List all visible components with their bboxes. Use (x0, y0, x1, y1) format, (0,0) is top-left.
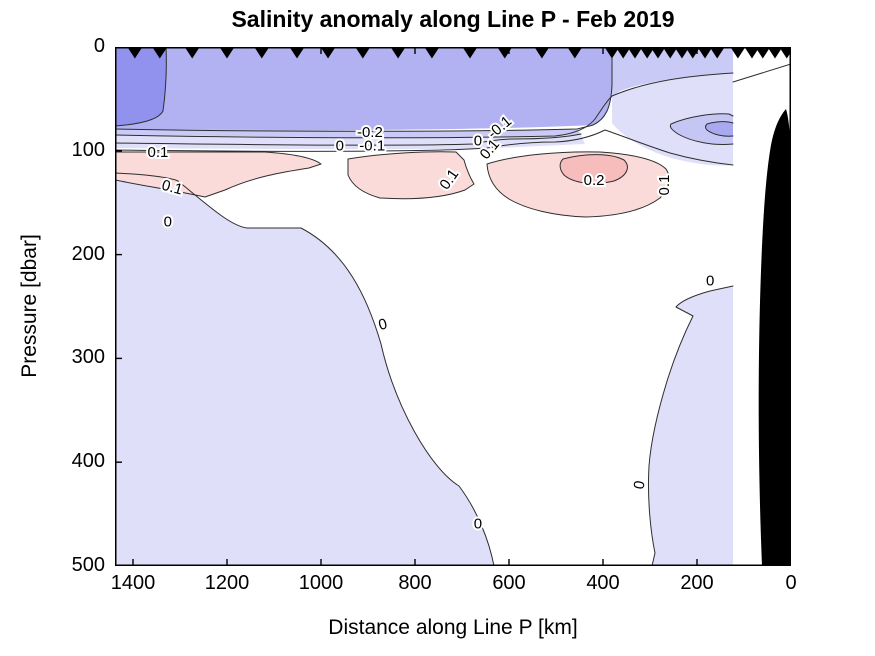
station-marker-icon (675, 48, 689, 59)
station-marker-icon (321, 48, 335, 59)
station-marker-icon (616, 48, 630, 59)
station-marker-icon (153, 48, 167, 59)
y-tick-label: 0 (93, 35, 105, 57)
y-tick-label: 300 (71, 346, 105, 369)
x-tick-label: 400 (586, 572, 620, 594)
contour-label: 0.2 (584, 172, 605, 189)
y-tick-label: 200 (71, 242, 105, 265)
station-markers (128, 48, 791, 59)
station-marker-icon (731, 48, 745, 59)
station-marker-icon (768, 48, 782, 59)
strip-halocline-nearzero (115, 135, 585, 149)
station-marker-icon (356, 48, 370, 59)
x-tick-label: 1000 (298, 572, 344, 594)
station-marker-icon (391, 48, 405, 59)
region-deep-fresh-left (115, 173, 494, 566)
station-marker-icon (255, 48, 269, 59)
x-tick-label: 800 (398, 572, 432, 594)
chart-title: Salinity anomaly along Line P - Feb 2019 (231, 6, 675, 32)
contour-label: 0 (631, 479, 649, 490)
y-tick-label: 100 (71, 138, 105, 161)
station-marker-icon (756, 48, 770, 59)
station-marker-icon (605, 48, 619, 59)
station-marker-icon (535, 48, 549, 59)
contour-label: -0.1 (359, 138, 385, 155)
station-marker-icon (128, 48, 142, 59)
region-salty-core (560, 154, 628, 184)
contour-label: 0 (377, 315, 389, 334)
contour-label: 0 (164, 213, 172, 230)
x-tick-label: 1200 (204, 572, 250, 594)
station-marker-icon (628, 48, 642, 59)
station-marker-icon (663, 48, 677, 59)
region-deep-fresh-right (648, 286, 733, 566)
contour-label: 0 (474, 515, 482, 532)
y-tick-label: 500 (71, 554, 105, 576)
contour-lines (115, 47, 791, 566)
station-marker-icon (290, 48, 304, 59)
region-surface-fresh-weak (612, 47, 733, 96)
station-marker-icon (698, 48, 712, 59)
region-salty-left (115, 152, 321, 197)
contour-label: 0 (706, 273, 714, 290)
station-marker-icon (568, 48, 582, 59)
station-marker-icon (651, 48, 665, 59)
axes-box (115, 47, 791, 566)
station-marker-icon (498, 48, 512, 59)
station-marker-icon (640, 48, 654, 59)
station-marker-icon (686, 48, 700, 59)
x-tick-label: 0 (785, 572, 797, 594)
contour-label: 0 (474, 132, 482, 149)
contour-label: 0.1 (656, 175, 673, 196)
station-marker-icon (710, 48, 724, 59)
region-lens-fresh-core (705, 121, 733, 137)
region-surface-fresh-strong (115, 47, 167, 126)
y-tick-label: 400 (71, 450, 105, 473)
station-marker-icon (745, 48, 759, 59)
station-marker-icon (463, 48, 477, 59)
bathymetry-seafloor (758, 109, 791, 566)
station-marker-icon (780, 48, 791, 59)
station-marker-icon (220, 48, 234, 59)
contour-label: 0 (336, 138, 344, 155)
contour-label: -0.2 (357, 124, 383, 141)
x-tick-label: 600 (492, 572, 526, 594)
x-tick-label: 200 (680, 572, 714, 594)
region-salty-mid-left (348, 151, 474, 199)
station-marker-icon (185, 48, 199, 59)
contour-label: 0.1 (147, 144, 168, 161)
fill-regions (115, 47, 733, 566)
x-tick-label: 1400 (110, 572, 156, 594)
x-axis-label: Distance along Line P [km] (328, 616, 578, 639)
region-surface-fresh-medium (115, 47, 612, 131)
station-marker-icon (425, 48, 439, 59)
